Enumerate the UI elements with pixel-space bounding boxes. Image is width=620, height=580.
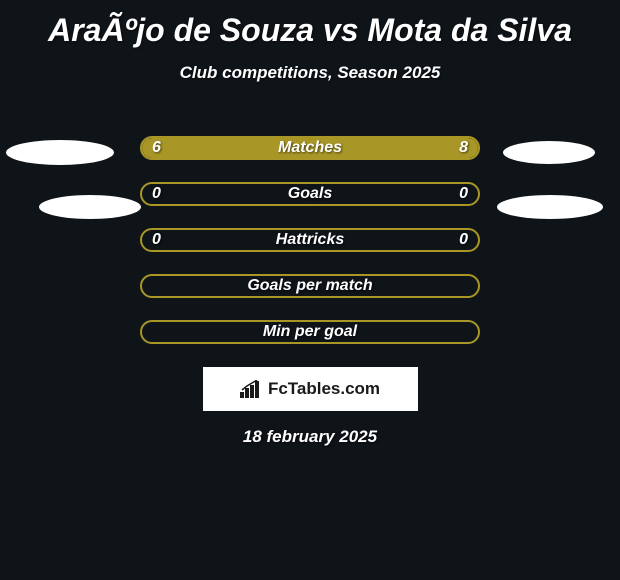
stat-row: 6 8 Matches: [0, 125, 620, 171]
stat-bar: Min per goal: [140, 320, 480, 344]
stat-value-left: 0: [152, 231, 161, 249]
logo-text: FcTables.com: [268, 379, 380, 399]
stat-row: Min per goal: [0, 309, 620, 355]
stat-bar: 0 0 Goals: [140, 182, 480, 206]
stat-row: 0 0 Goals: [0, 171, 620, 217]
chart-icon: [240, 380, 262, 398]
stat-value-right: 0: [459, 231, 468, 249]
stats-area: 6 8 Matches 0 0 Goals 0 0 Hattricks Goals per mat…: [0, 125, 620, 355]
stat-value-right: 0: [459, 185, 468, 203]
stat-bar: 6 8 Matches: [140, 136, 480, 160]
page-title: AraÃºjo de Souza vs Mota da Silva: [0, 0, 620, 49]
stat-bar: Goals per match: [140, 274, 480, 298]
stat-value-left: 0: [152, 185, 161, 203]
date-text: 18 february 2025: [0, 427, 620, 447]
stat-fill-left: [142, 138, 283, 158]
stat-row: Goals per match: [0, 263, 620, 309]
subtitle: Club competitions, Season 2025: [0, 63, 620, 83]
stat-label: Min per goal: [263, 323, 357, 341]
stat-row: 0 0 Hattricks: [0, 217, 620, 263]
stat-value-left: 6: [152, 139, 161, 157]
stat-label: Matches: [278, 139, 342, 157]
logo-badge: FcTables.com: [203, 367, 418, 411]
stat-label: Goals per match: [247, 277, 372, 295]
stat-value-right: 8: [459, 139, 468, 157]
stat-label: Hattricks: [276, 231, 344, 249]
stat-label: Goals: [288, 185, 332, 203]
stat-bar: 0 0 Hattricks: [140, 228, 480, 252]
